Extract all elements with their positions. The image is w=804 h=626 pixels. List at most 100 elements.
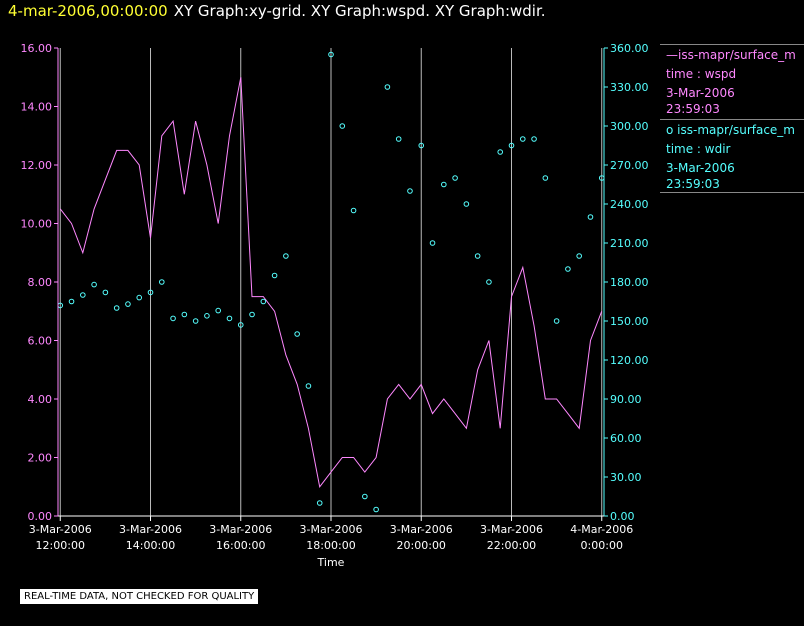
wdir-data-point — [192, 318, 199, 324]
wdir-data-point — [271, 272, 278, 279]
wdir-data-point — [125, 301, 131, 307]
wdir-data-point — [316, 500, 323, 506]
wdir-data-point — [587, 214, 594, 220]
legend-wspd-date: 3-Mar-2006 — [666, 86, 735, 100]
axes: 3-Mar-2006 12:00:00 3-Mar-2006 14:00:00 3-Ma… — [21, 42, 649, 569]
legend-wspd-time: 23:59:03 — [666, 102, 720, 116]
y-left-tick-label: 4.00 — [28, 393, 53, 406]
y-left-tick-label: 16.00 — [21, 42, 53, 55]
grid-lines — [59, 48, 603, 516]
wdir-data-point — [283, 253, 289, 259]
y-left-tick-label: 14.00 — [21, 101, 53, 114]
x-tick-label-time: 14:00:00 — [126, 539, 175, 552]
wdir-data-point — [249, 311, 255, 318]
y-left-tick-label: 6.00 — [28, 335, 53, 348]
wdir-data-point — [565, 266, 571, 272]
wdir-data-point — [486, 279, 492, 285]
y-right-tick-label: 90.00 — [610, 393, 642, 406]
wdir-data-point — [294, 331, 300, 337]
wspd-series-line — [59, 77, 603, 488]
x-tick-label-date: 3-Mar-2006 — [300, 523, 363, 536]
y-left-tick-label: 0.00 — [28, 510, 53, 523]
wdir-data-point — [384, 84, 391, 90]
x-tick-label-time: 18:00:00 — [306, 539, 355, 552]
y-left-tick-label: 8.00 — [28, 276, 53, 289]
legend-separator — [660, 192, 804, 193]
y-left-tick-label: 12.00 — [21, 159, 53, 172]
y-right-tick-label: 120.00 — [610, 354, 649, 367]
legend-separator — [660, 44, 804, 45]
y-right-tick-label: 30.00 — [610, 471, 642, 484]
wdir-data-point — [474, 253, 481, 259]
y-left-tick-label: 10.00 — [21, 218, 53, 231]
wdir-data-point — [204, 313, 210, 319]
legend-separator — [660, 119, 804, 120]
wdir-data-point — [339, 123, 346, 129]
y-right-tick-label: 210.00 — [610, 237, 649, 250]
wdir-data-point — [418, 142, 425, 149]
legend-wdir-date: 3-Mar-2006 — [666, 161, 735, 175]
legend-wdir-time: 23:59:03 — [666, 177, 720, 191]
wdir-data-point — [519, 136, 526, 142]
x-tick-label-date: 3-Mar-2006 — [480, 523, 543, 536]
y-right-tick-label: 150.00 — [610, 315, 649, 328]
wdir-data-point — [508, 142, 515, 149]
wdir-data-point — [102, 289, 109, 296]
wdir-data-point — [463, 201, 470, 207]
y-right-tick-label: 60.00 — [610, 432, 642, 445]
wdir-data-point — [136, 294, 143, 301]
wdir-data-point — [181, 311, 188, 318]
y-right-tick-label: 0.00 — [610, 510, 635, 523]
y-right-tick-label: 270.00 — [610, 159, 649, 172]
wdir-data-point — [497, 149, 504, 155]
x-tick-label-time: 16:00:00 — [216, 539, 265, 552]
wdir-data-point — [170, 315, 176, 322]
wdir-data-point — [215, 307, 221, 314]
wdir-data-point — [158, 279, 165, 285]
wdir-data-point — [80, 292, 86, 298]
wdir-data-point — [237, 322, 244, 328]
y-right-tick-label: 300.00 — [610, 120, 649, 133]
wdir-data-point — [91, 281, 97, 288]
wdir-data-point — [305, 383, 312, 389]
wdir-data-point — [226, 315, 233, 322]
x-tick-label-time: 12:00:00 — [36, 539, 85, 552]
header-graph-titles: XY Graph:xy-grid. XY Graph:wspd. XY Grap… — [173, 2, 546, 20]
y-right-tick-label: 360.00 — [610, 42, 649, 55]
x-tick-label-date: 3-Mar-2006 — [390, 523, 453, 536]
x-tick-label-date: 3-Mar-2006 — [209, 523, 272, 536]
y-right-tick-label: 330.00 — [610, 81, 649, 94]
legend: —iss-mapr/surface_m time : wspd 3-Mar-20… — [660, 44, 804, 194]
x-tick-label-date: 4-Mar-2006 — [570, 523, 633, 536]
wdir-data-point — [576, 253, 582, 259]
wdir-data-point — [531, 136, 537, 142]
wdir-data-point — [553, 318, 560, 324]
x-tick-label-time: 20:00:00 — [397, 539, 446, 552]
wdir-data-point — [373, 506, 379, 513]
wdir-data-point — [260, 298, 267, 305]
header-title-bar: 4-mar-2006,00:00:00 XY Graph:xy-grid. XY … — [8, 2, 546, 20]
legend-wspd-source: —iss-mapr/surface_m — [666, 48, 796, 62]
wdir-data-point — [147, 289, 154, 296]
wdir-data-point — [542, 175, 549, 181]
x-axis-label: Time — [317, 556, 345, 569]
y-left-tick-label: 2.00 — [28, 452, 53, 465]
wdir-data-point — [362, 493, 368, 500]
header-date: 4-mar-2006,00:00:00 — [8, 2, 168, 20]
quality-notice: REAL-TIME DATA, NOT CHECKED FOR QUALITY — [20, 589, 259, 604]
legend-wspd-variable: time : wspd — [666, 67, 737, 81]
y-right-tick-label: 240.00 — [610, 198, 649, 211]
wdir-data-point — [328, 51, 334, 58]
wdir-data-point — [452, 175, 458, 181]
wdir-data-point — [407, 188, 413, 194]
wdir-data-point — [113, 305, 120, 311]
legend-wdir-source: o iss-mapr/surface_m — [666, 123, 795, 137]
x-tick-label-date: 3-Mar-2006 — [29, 523, 92, 536]
wdir-data-point — [350, 207, 357, 214]
wdir-data-point — [441, 181, 447, 188]
wdir-data-point — [68, 298, 75, 305]
x-tick-label-time: 22:00:00 — [487, 539, 536, 552]
wdir-data-point — [429, 240, 436, 246]
x-tick-label-date: 3-Mar-2006 — [119, 523, 182, 536]
